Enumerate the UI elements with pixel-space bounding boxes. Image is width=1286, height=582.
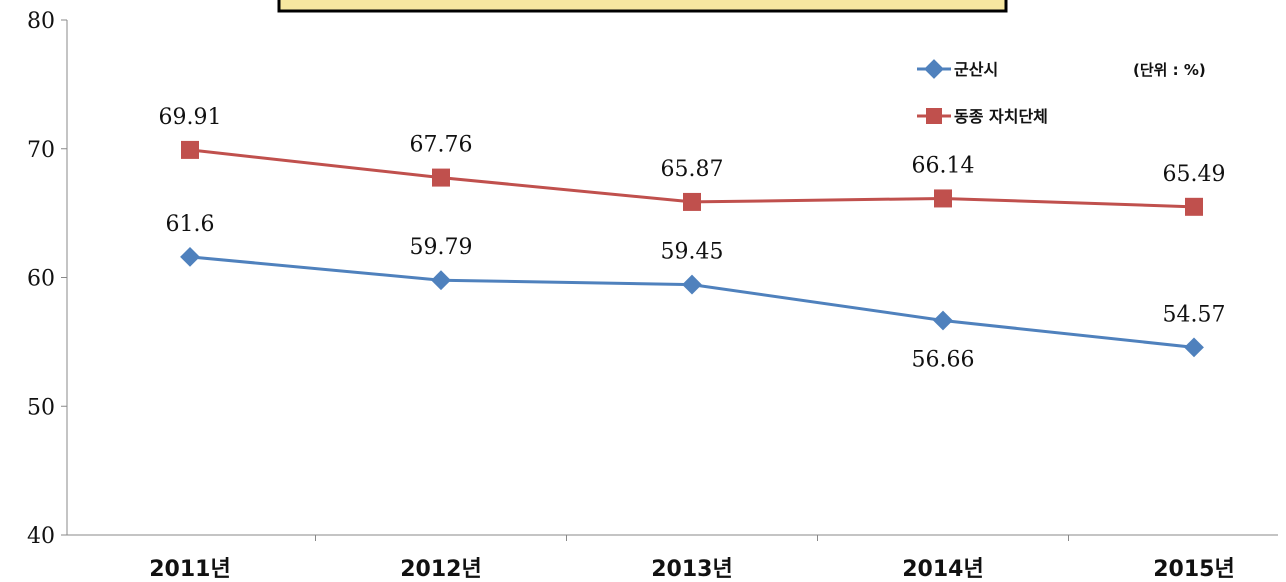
data-label: 54.57 bbox=[1163, 302, 1226, 327]
data-point bbox=[934, 189, 952, 208]
data-point bbox=[432, 168, 450, 187]
data-point bbox=[181, 140, 199, 159]
data-point bbox=[933, 310, 953, 331]
x-tick-label: 2014년 bbox=[902, 557, 983, 582]
data-label: 69.91 bbox=[159, 105, 222, 130]
data-label: 59.79 bbox=[410, 235, 473, 260]
legend-item-gunsan: 군산시 bbox=[917, 59, 998, 79]
data-point bbox=[1185, 197, 1203, 216]
unit-label: (단위 : %) bbox=[1133, 61, 1206, 79]
data-point bbox=[683, 192, 701, 211]
y-ticks: 40 50 60 70 80 bbox=[27, 9, 67, 549]
y-tick-label: 60 bbox=[27, 267, 55, 292]
data-label: 65.87 bbox=[661, 157, 724, 182]
data-label: 65.49 bbox=[1163, 162, 1226, 187]
data-point bbox=[1184, 337, 1204, 358]
data-label: 67.76 bbox=[410, 133, 473, 158]
axes bbox=[66, 20, 1278, 536]
x-tick-label: 2012년 bbox=[400, 557, 481, 582]
y-tick-label: 70 bbox=[27, 138, 55, 163]
y-tick-label: 80 bbox=[27, 9, 55, 34]
legend-label-peer: 동종 자치단체 bbox=[954, 107, 1048, 126]
legend-marker-gunsan bbox=[924, 59, 944, 79]
legend-item-peer: 동종 자치단체 bbox=[917, 107, 1048, 126]
x-tick-label: 2011년 bbox=[149, 557, 230, 582]
x-ticks: 2011년 2012년 2013년 2014년 2015년 bbox=[149, 535, 1235, 582]
data-label: 56.66 bbox=[912, 348, 975, 373]
legend-marker-peer bbox=[926, 108, 942, 124]
legend-label-gunsan: 군산시 bbox=[954, 60, 998, 79]
y-tick-label: 50 bbox=[27, 395, 55, 420]
data-labels: 61.6 59.79 59.45 56.66 54.57 69.91 67.76 65.87 6… bbox=[159, 105, 1226, 373]
data-label: 66.14 bbox=[912, 153, 975, 178]
series-line-0 bbox=[189, 255, 1195, 349]
data-point bbox=[180, 247, 200, 267]
y-tick-label: 40 bbox=[27, 524, 55, 549]
series-group bbox=[180, 140, 1204, 358]
data-point bbox=[682, 274, 702, 295]
x-tick-label: 2013년 bbox=[651, 557, 732, 582]
legend: 군산시 동종 자치단체 (단위 : %) bbox=[917, 59, 1206, 126]
data-label: 59.45 bbox=[661, 240, 724, 265]
data-label: 61.6 bbox=[166, 212, 215, 237]
data-point bbox=[431, 270, 451, 291]
x-tick-label: 2015년 bbox=[1153, 557, 1234, 582]
title-box-frame bbox=[277, 0, 1008, 13]
